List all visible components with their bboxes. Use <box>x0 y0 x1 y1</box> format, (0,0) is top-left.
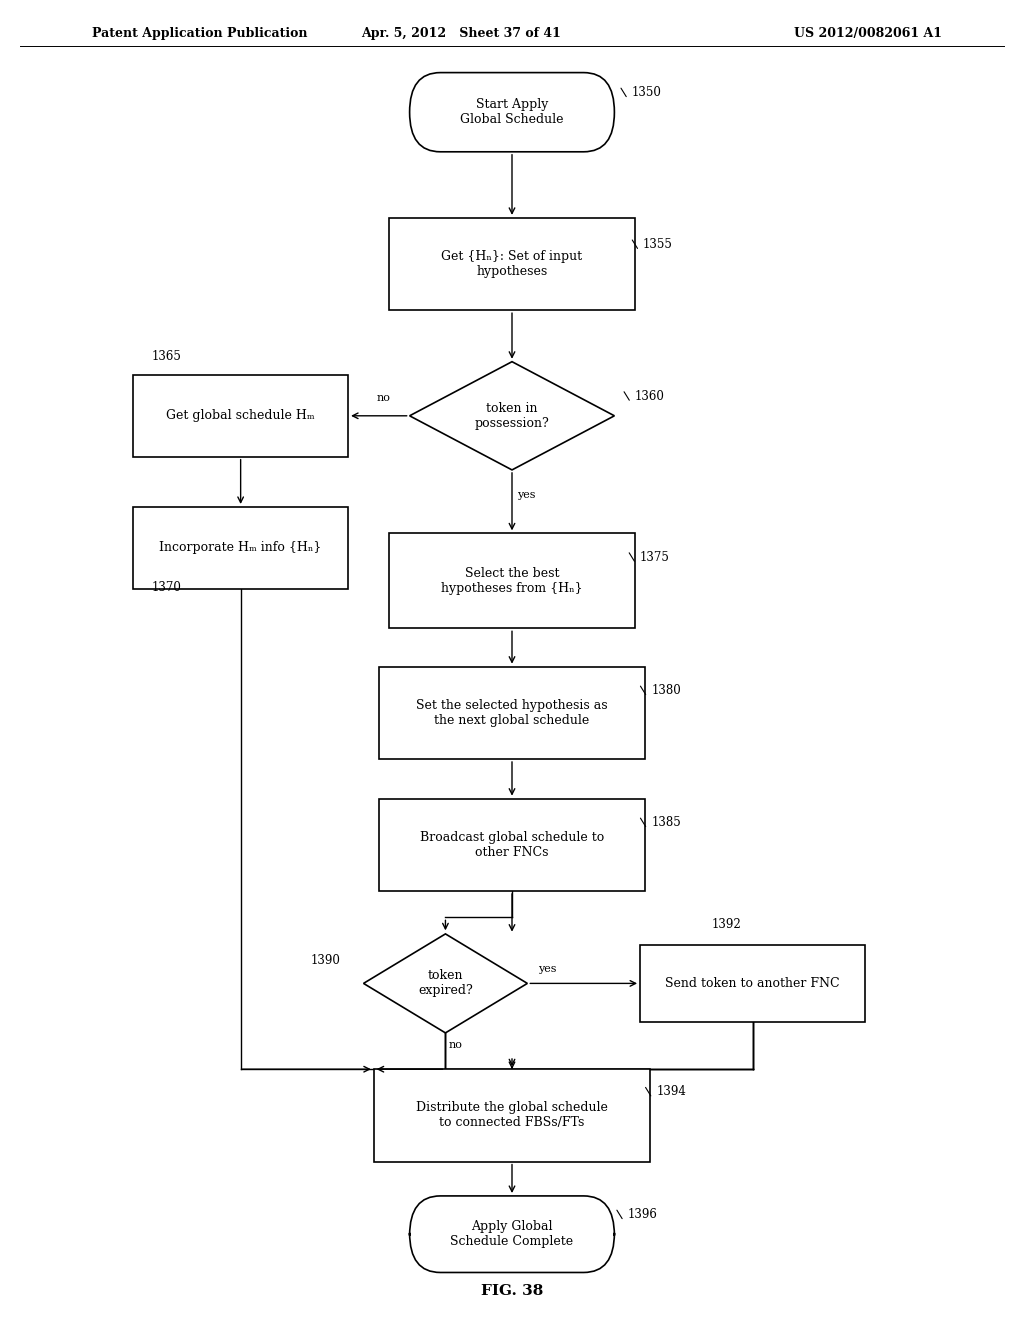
Text: Patent Application Publication: Patent Application Publication <box>92 26 307 40</box>
Bar <box>133 507 348 589</box>
Text: US 2012/0082061 A1: US 2012/0082061 A1 <box>794 26 942 40</box>
Text: Get global schedule Hₘ: Get global schedule Hₘ <box>166 409 315 422</box>
Bar <box>640 945 865 1022</box>
Text: token in
possession?: token in possession? <box>475 401 549 430</box>
Bar <box>133 375 348 457</box>
Text: no: no <box>449 1040 463 1051</box>
Bar <box>379 799 645 891</box>
Text: 1360: 1360 <box>635 389 665 403</box>
Text: 1375: 1375 <box>640 550 670 564</box>
Text: Select the best
hypotheses from {Hₙ}: Select the best hypotheses from {Hₙ} <box>441 566 583 595</box>
Bar <box>379 667 645 759</box>
FancyBboxPatch shape <box>410 73 614 152</box>
Text: 1370: 1370 <box>152 581 181 594</box>
Polygon shape <box>410 362 614 470</box>
Bar <box>389 218 635 310</box>
Text: Send token to another FNC: Send token to another FNC <box>666 977 840 990</box>
Text: Broadcast global schedule to
other FNCs: Broadcast global schedule to other FNCs <box>420 830 604 859</box>
Text: 1390: 1390 <box>310 954 340 968</box>
Text: no: no <box>377 392 391 403</box>
Bar <box>374 1069 650 1162</box>
Text: 1365: 1365 <box>152 350 181 363</box>
Text: 1355: 1355 <box>643 238 673 251</box>
Text: yes: yes <box>538 964 556 974</box>
Text: 1396: 1396 <box>628 1208 657 1221</box>
Text: 1380: 1380 <box>651 684 681 697</box>
Text: Apply Global
Schedule Complete: Apply Global Schedule Complete <box>451 1220 573 1249</box>
Text: FIG. 38: FIG. 38 <box>481 1284 543 1298</box>
Text: 1385: 1385 <box>651 816 681 829</box>
FancyBboxPatch shape <box>410 1196 614 1272</box>
Text: Get {Hₙ}: Set of input
hypotheses: Get {Hₙ}: Set of input hypotheses <box>441 249 583 279</box>
Text: 1392: 1392 <box>712 917 741 931</box>
Text: Apr. 5, 2012   Sheet 37 of 41: Apr. 5, 2012 Sheet 37 of 41 <box>360 26 561 40</box>
Text: Incorporate Hₘ info {Hₙ}: Incorporate Hₘ info {Hₙ} <box>160 541 322 554</box>
Text: yes: yes <box>517 490 536 500</box>
Text: Distribute the global schedule
to connected FBSs/FTs: Distribute the global schedule to connec… <box>416 1101 608 1130</box>
Text: Start Apply
Global Schedule: Start Apply Global Schedule <box>460 98 564 127</box>
Bar <box>389 533 635 628</box>
Text: 1350: 1350 <box>632 86 662 99</box>
Text: token
expired?: token expired? <box>418 969 473 998</box>
Text: Set the selected hypothesis as
the next global schedule: Set the selected hypothesis as the next … <box>416 698 608 727</box>
Polygon shape <box>364 935 527 1032</box>
Text: 1394: 1394 <box>656 1085 686 1098</box>
